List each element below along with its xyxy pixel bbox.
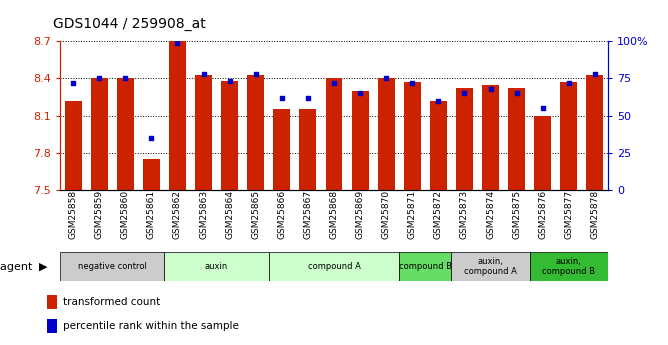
- Text: GSM25867: GSM25867: [303, 190, 313, 239]
- Bar: [482, 85, 499, 190]
- Bar: [91, 78, 108, 190]
- Point: [146, 135, 157, 141]
- Bar: [456, 88, 473, 190]
- Text: GDS1044 / 259908_at: GDS1044 / 259908_at: [53, 17, 206, 31]
- FancyBboxPatch shape: [164, 252, 269, 281]
- Bar: [560, 82, 577, 190]
- Point: [120, 76, 131, 81]
- Point: [250, 71, 261, 77]
- Text: auxin: auxin: [205, 262, 228, 271]
- Text: compound A: compound A: [307, 262, 361, 271]
- Text: GSM25860: GSM25860: [121, 190, 130, 239]
- Text: GSM25874: GSM25874: [486, 190, 495, 239]
- Bar: [299, 109, 317, 190]
- Text: GSM25872: GSM25872: [434, 190, 443, 239]
- Text: ▶: ▶: [39, 262, 47, 272]
- Point: [589, 71, 600, 77]
- Bar: [273, 109, 291, 190]
- Bar: [65, 101, 81, 190]
- Text: GSM25865: GSM25865: [251, 190, 261, 239]
- FancyBboxPatch shape: [452, 252, 530, 281]
- Text: GSM25868: GSM25868: [329, 190, 339, 239]
- FancyBboxPatch shape: [530, 252, 608, 281]
- FancyBboxPatch shape: [399, 252, 452, 281]
- Text: GSM25862: GSM25862: [173, 190, 182, 239]
- Text: GSM25859: GSM25859: [95, 190, 104, 239]
- Text: GSM25870: GSM25870: [381, 190, 391, 239]
- Text: GSM25864: GSM25864: [225, 190, 234, 239]
- Bar: [143, 159, 160, 190]
- Bar: [117, 78, 134, 190]
- Text: auxin,
compound B: auxin, compound B: [542, 257, 595, 276]
- Text: GSM25873: GSM25873: [460, 190, 469, 239]
- Point: [303, 95, 313, 100]
- Bar: [403, 82, 421, 190]
- Bar: [221, 81, 238, 190]
- Text: GSM25869: GSM25869: [355, 190, 365, 239]
- Bar: [508, 88, 525, 190]
- Text: GSM25878: GSM25878: [591, 190, 599, 239]
- Bar: [47, 295, 57, 309]
- Text: GSM25866: GSM25866: [277, 190, 287, 239]
- FancyBboxPatch shape: [269, 252, 399, 281]
- Bar: [47, 319, 57, 333]
- Bar: [430, 101, 447, 190]
- Text: compound B: compound B: [399, 262, 452, 271]
- Bar: [247, 75, 265, 190]
- Text: GSM25871: GSM25871: [407, 190, 417, 239]
- Bar: [195, 75, 212, 190]
- Bar: [325, 78, 343, 190]
- Point: [381, 76, 391, 81]
- Point: [537, 105, 548, 111]
- Text: GSM25877: GSM25877: [564, 190, 573, 239]
- Text: GSM25875: GSM25875: [512, 190, 521, 239]
- Bar: [377, 78, 395, 190]
- Text: GSM25861: GSM25861: [147, 190, 156, 239]
- Bar: [351, 91, 369, 190]
- Point: [407, 80, 418, 86]
- FancyBboxPatch shape: [60, 252, 164, 281]
- Bar: [169, 41, 186, 190]
- Text: GSM25858: GSM25858: [69, 190, 77, 239]
- Point: [68, 80, 79, 86]
- Bar: [587, 75, 603, 190]
- Text: percentile rank within the sample: percentile rank within the sample: [63, 321, 238, 331]
- Point: [198, 71, 209, 77]
- Point: [355, 91, 365, 96]
- Text: agent: agent: [0, 262, 36, 272]
- Point: [329, 80, 339, 86]
- Text: negative control: negative control: [78, 262, 147, 271]
- Point: [172, 40, 183, 46]
- Point: [511, 91, 522, 96]
- Bar: [534, 116, 551, 190]
- Point: [433, 98, 444, 104]
- Point: [485, 86, 496, 92]
- Point: [277, 95, 287, 100]
- Text: transformed count: transformed count: [63, 297, 160, 307]
- Point: [459, 91, 470, 96]
- Text: GSM25863: GSM25863: [199, 190, 208, 239]
- Text: auxin,
compound A: auxin, compound A: [464, 257, 517, 276]
- Point: [94, 76, 105, 81]
- Text: GSM25876: GSM25876: [538, 190, 547, 239]
- Point: [563, 80, 574, 86]
- Point: [224, 79, 235, 84]
